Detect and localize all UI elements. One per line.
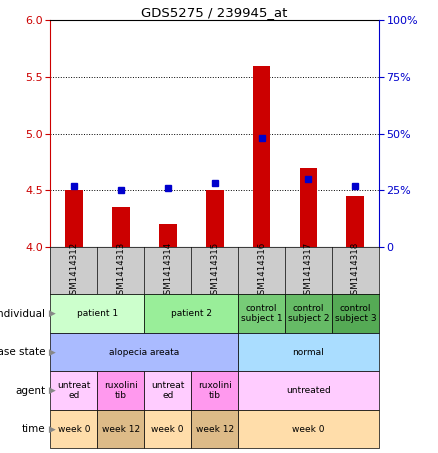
Title: GDS5275 / 239945_at: GDS5275 / 239945_at — [141, 6, 288, 19]
Bar — [206, 190, 223, 247]
Text: ▶: ▶ — [46, 386, 56, 395]
Bar — [97, 410, 144, 448]
Text: agent: agent — [15, 386, 45, 396]
Text: GSM1414314: GSM1414314 — [163, 241, 172, 300]
Text: GSM1414316: GSM1414316 — [257, 241, 266, 300]
Text: week 12: week 12 — [195, 425, 234, 434]
Text: ruxolini
tib: ruxolini tib — [198, 381, 232, 400]
Text: disease state: disease state — [0, 347, 45, 357]
Bar — [238, 333, 379, 371]
Bar — [253, 66, 270, 247]
Text: time: time — [21, 424, 45, 434]
Bar — [346, 196, 364, 247]
Text: individual: individual — [0, 308, 45, 319]
Text: week 0: week 0 — [152, 425, 184, 434]
Bar — [159, 224, 177, 247]
Bar — [144, 410, 191, 448]
Bar — [285, 294, 332, 333]
Text: GSM1414312: GSM1414312 — [69, 241, 78, 300]
Bar — [191, 410, 238, 448]
Text: GSM1414315: GSM1414315 — [210, 241, 219, 300]
Text: untreat
ed: untreat ed — [151, 381, 184, 400]
Bar — [191, 371, 238, 410]
Text: ▶: ▶ — [46, 309, 56, 318]
Text: GSM1414318: GSM1414318 — [351, 241, 360, 300]
Bar — [238, 410, 379, 448]
Bar — [144, 371, 191, 410]
Text: GSM1414313: GSM1414313 — [116, 241, 125, 300]
Text: untreat
ed: untreat ed — [57, 381, 91, 400]
Text: alopecia areata: alopecia areata — [109, 348, 179, 357]
Text: patient 1: patient 1 — [77, 309, 118, 318]
Bar — [50, 333, 238, 371]
Text: control
subject 1: control subject 1 — [241, 304, 283, 323]
Text: ▶: ▶ — [46, 425, 56, 434]
Bar — [50, 371, 97, 410]
Bar — [332, 294, 379, 333]
Text: patient 2: patient 2 — [171, 309, 212, 318]
Bar — [238, 294, 285, 333]
Text: week 0: week 0 — [292, 425, 325, 434]
Bar — [144, 294, 238, 333]
Text: control
subject 3: control subject 3 — [335, 304, 376, 323]
Bar — [97, 371, 144, 410]
Text: untreated: untreated — [286, 386, 331, 395]
Text: week 0: week 0 — [57, 425, 90, 434]
Bar — [112, 207, 130, 247]
Bar — [50, 410, 97, 448]
Text: normal: normal — [293, 348, 325, 357]
Bar — [65, 190, 83, 247]
Text: week 12: week 12 — [102, 425, 140, 434]
Text: GSM1414317: GSM1414317 — [304, 241, 313, 300]
Bar — [238, 371, 379, 410]
Bar — [300, 168, 318, 247]
Text: control
subject 2: control subject 2 — [288, 304, 329, 323]
Text: ruxolini
tib: ruxolini tib — [104, 381, 138, 400]
Bar — [50, 294, 144, 333]
Text: ▶: ▶ — [46, 348, 56, 357]
